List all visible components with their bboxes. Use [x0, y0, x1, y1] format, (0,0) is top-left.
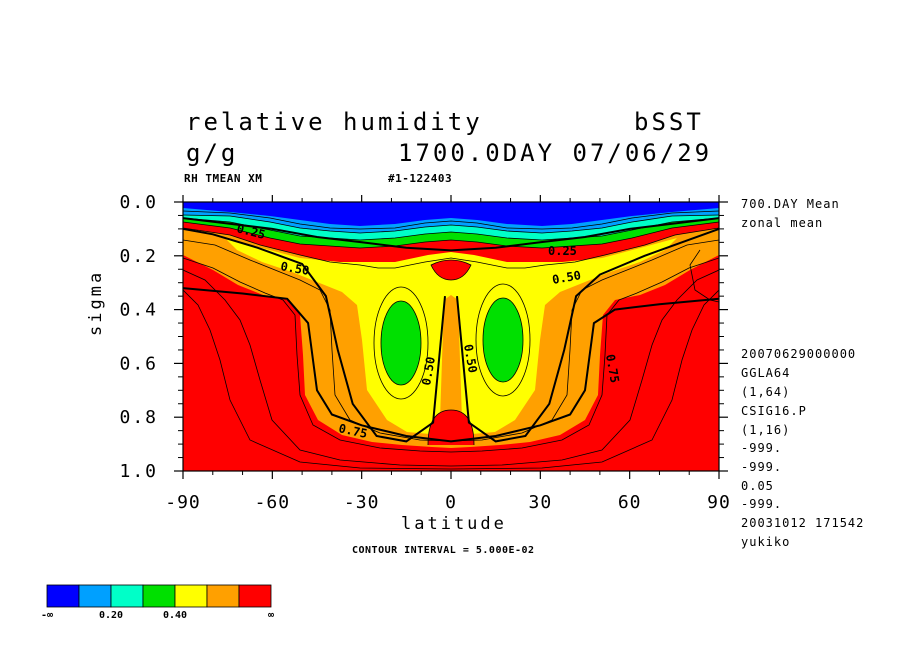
colorbar-swatch — [110, 584, 144, 608]
y-tick-label: 0.0 — [119, 192, 158, 213]
y-tick-label: 1.0 — [119, 461, 158, 482]
x-tick-label: 0 — [445, 492, 457, 513]
contour-line-0_5 — [456, 227, 719, 443]
units-label: g/g — [186, 139, 239, 167]
side-label-created: 20031012 171542 — [741, 516, 865, 530]
colorbar-swatch — [174, 584, 208, 608]
contour-label-text: 0.75 — [337, 421, 368, 441]
thin-contour — [183, 210, 719, 230]
contour-label: 0.50 — [551, 268, 582, 287]
x-axis-label: latitude — [401, 514, 507, 534]
thin-contour — [430, 259, 472, 281]
x-tick-label: 60 — [618, 492, 642, 513]
thin-contour — [427, 409, 475, 446]
contour-line-0_25 — [183, 217, 719, 252]
contour-interval: CONTOUR INTERVAL = 5.000E-02 — [352, 545, 535, 556]
x-tick-label: -30 — [344, 492, 380, 513]
thin-contour — [380, 300, 422, 386]
red-equatorial-upper — [431, 260, 471, 280]
colorbar-tick-label: 0.40 — [163, 610, 187, 621]
side-label-level-range: (1,16) — [741, 423, 791, 437]
side-label-grid: GGLA64 — [741, 366, 791, 380]
x-tick-label: 30 — [528, 492, 552, 513]
thin-contour — [183, 221, 719, 249]
side-label-zonal: zonal mean — [741, 216, 824, 230]
x-tick-label: -90 — [165, 492, 201, 513]
contour-label: 0.50 — [279, 259, 310, 278]
thin-contour — [689, 249, 719, 303]
thin-contour — [482, 297, 524, 383]
heatmap-fill — [183, 202, 719, 471]
side-label-missing-1: -999. — [741, 441, 783, 455]
y-axis-label: sigma — [86, 269, 106, 336]
side-label-level: CSIG16.P — [741, 404, 807, 418]
y-tick-label: 0.4 — [119, 300, 158, 321]
contour-label: 0.50 — [461, 343, 480, 374]
green-max-right — [483, 298, 523, 382]
contour-label: 0.75 — [603, 353, 622, 384]
colorbar-swatch — [142, 584, 176, 608]
thin-contour — [183, 227, 719, 269]
side-label-grid-range: (1,64) — [741, 385, 791, 399]
thin-contour — [183, 239, 719, 442]
contour-label-text: 0.25 — [235, 221, 266, 242]
green-max-left — [381, 301, 421, 385]
contour-label-text: 0.50 — [461, 343, 480, 374]
variable-line: RH TMEAN XM — [184, 172, 263, 185]
y-tick-label: 0.2 — [119, 246, 158, 267]
chart-title: relative humidity — [186, 108, 483, 136]
thin-contour — [183, 289, 719, 470]
contour-label-text: 0.50 — [279, 259, 310, 278]
thin-contour — [475, 283, 531, 397]
x-tick-label: -60 — [255, 492, 291, 513]
region-blue — [183, 202, 719, 226]
colorbar-swatch — [206, 584, 240, 608]
side-label-interval: 0.05 — [741, 479, 774, 493]
thin-contour — [183, 257, 719, 453]
side-label-missing-2: -999. — [741, 460, 783, 474]
region-yellow — [225, 238, 677, 434]
contour-label: 0.50 — [419, 356, 438, 387]
thin-contour — [373, 286, 429, 400]
thin-contour — [183, 269, 719, 467]
run-name: bSST — [634, 108, 704, 136]
contour-label: 0.25 — [548, 244, 577, 258]
colorbar-swatch — [46, 584, 80, 608]
x-tick-label: 90 — [707, 492, 731, 513]
axes: -90 -60 -30 0 30 60 90 0.0 0.2 0.4 0.6 0.8 1.0 — [119, 192, 731, 513]
contour-label-text: 0.75 — [603, 353, 622, 384]
side-label-date: 20070629000000 — [741, 347, 857, 361]
contour-label: 0.25 — [235, 221, 266, 242]
contour-label-text: 0.25 — [548, 244, 577, 258]
run-id: #1-122403 — [388, 172, 453, 185]
contour-line-0_5 — [183, 227, 446, 443]
side-label-mean: 700.DAY Mean — [741, 197, 840, 211]
y-tick-label: 0.8 — [119, 407, 158, 428]
thin-contours — [183, 210, 719, 470]
contour-label-text: 0.50 — [551, 268, 582, 287]
colorbar: -∞ 0.20 0.40 ∞ — [41, 584, 274, 621]
contour-label-text: 0.50 — [419, 356, 438, 387]
y-tick-label: 0.6 — [119, 353, 158, 374]
side-label-user: yukiko — [741, 535, 791, 549]
time-label: 1700.0DAY 07/06/29 — [398, 139, 713, 167]
contour-labels: 0.25 0.25 0.50 0.50 0.50 0.50 0.75 0.75 — [235, 221, 622, 441]
colorbar-swatch — [78, 584, 112, 608]
colorbar-swatch — [238, 584, 272, 608]
red-equatorial-lower — [428, 410, 474, 445]
thin-contour — [183, 217, 719, 241]
side-label-missing-3: -999. — [741, 497, 783, 511]
colorbar-tick-label: 0.20 — [99, 610, 123, 621]
colorbar-tick-label: ∞ — [268, 610, 274, 621]
colorbar-tick-label: -∞ — [41, 610, 53, 621]
contour-label: 0.75 — [337, 421, 368, 441]
thin-contour — [183, 214, 719, 234]
